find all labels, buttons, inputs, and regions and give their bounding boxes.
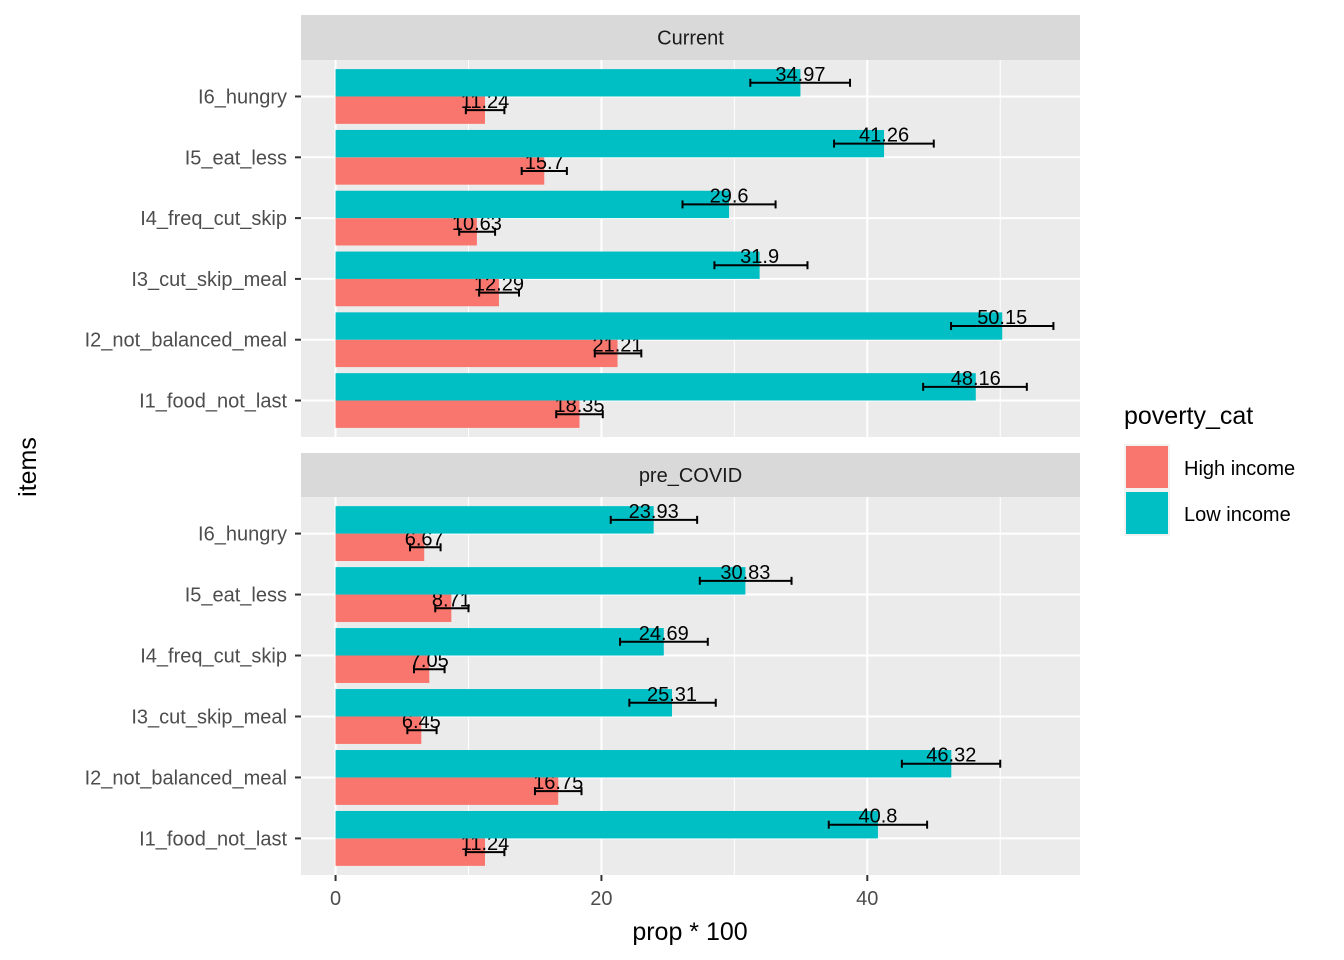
bar-high-income xyxy=(335,96,485,124)
bar-low-income xyxy=(335,567,746,595)
bar-low-income xyxy=(335,506,654,534)
y-axis-title: items xyxy=(14,437,42,497)
data-label: 25.31 xyxy=(647,684,697,706)
bar-low-income xyxy=(335,750,952,778)
bar-high-income xyxy=(335,838,485,866)
legend-label: High income xyxy=(1184,458,1295,480)
y-tick-label: I4_freq_cut_skip xyxy=(140,646,287,668)
y-tick-label: I6_hungry xyxy=(198,524,287,546)
data-label: 11.24 xyxy=(461,91,510,113)
data-label: 18.35 xyxy=(554,395,604,417)
bar-low-income xyxy=(335,689,673,717)
data-label: 41.26 xyxy=(859,125,909,147)
data-label: 21.21 xyxy=(592,334,642,356)
legend-swatch-high-income xyxy=(1126,446,1168,488)
y-tick-label: I3_cut_skip_meal xyxy=(131,706,287,728)
data-label: 7.05 xyxy=(410,650,449,672)
legend-title: poverty_cat xyxy=(1124,402,1253,430)
y-tick-label: I6_hungry xyxy=(198,86,287,108)
data-label: 34.97 xyxy=(775,64,825,86)
y-tick-label: I2_not_balanced_meal xyxy=(85,330,287,352)
data-label: 46.32 xyxy=(926,745,976,767)
bar-high-income xyxy=(335,594,452,622)
bar-low-income xyxy=(335,312,1003,340)
data-label: 11.24 xyxy=(461,833,510,855)
bar-low-income xyxy=(335,373,976,401)
x-tick-label: 20 xyxy=(590,888,612,910)
facet-strip-label: pre_COVID xyxy=(639,465,742,487)
facet-strip-label: Current xyxy=(657,28,724,50)
legend: poverty_cat High income Low income xyxy=(1124,402,1295,536)
data-label: 50.15 xyxy=(977,307,1027,329)
bar-low-income xyxy=(335,810,878,839)
bar-high-income xyxy=(335,400,580,428)
x-axis: 0 20 40 xyxy=(330,875,878,910)
data-label: 23.93 xyxy=(629,501,679,523)
data-label: 6.45 xyxy=(402,711,441,733)
y-tick-label: I3_cut_skip_meal xyxy=(131,269,287,291)
data-label: 31.9 xyxy=(740,246,779,268)
y-tick-label: I5_eat_less xyxy=(185,585,287,607)
facet-strip xyxy=(301,453,1080,497)
legend-swatch-low-income xyxy=(1126,492,1168,534)
data-label: 29.6 xyxy=(710,185,749,207)
legend-label: Low income xyxy=(1184,504,1291,526)
bar-low-income xyxy=(335,190,730,219)
bar-high-income xyxy=(335,339,618,368)
data-label: 16.75 xyxy=(533,772,583,794)
y-tick-label: I1_food_not_last xyxy=(139,391,287,413)
x-tick-label: 40 xyxy=(856,888,878,910)
panel-pre-covid: pre_COVID I6_hungry 6.67 23.93 I5_eat_less 8.… xyxy=(85,453,1080,875)
y-tick-label: I1_food_not_last xyxy=(139,828,287,850)
bar-high-income xyxy=(335,157,545,185)
bar-high-income xyxy=(335,278,499,307)
data-label: 10.63 xyxy=(452,213,502,235)
data-label: 48.16 xyxy=(951,368,1001,390)
data-label: 24.69 xyxy=(639,623,689,645)
x-tick-label: 0 xyxy=(330,888,341,910)
data-label: 12.29 xyxy=(474,274,524,296)
data-label: 15.7 xyxy=(525,152,564,174)
data-label: 8.71 xyxy=(432,589,471,611)
bar-low-income xyxy=(335,628,664,656)
data-label: 6.67 xyxy=(405,528,444,550)
data-label: 30.83 xyxy=(720,562,770,584)
panel-current: Current I6_hungry 11.24 34.97 I5_eat_less 15.… xyxy=(85,15,1080,437)
bar-low-income xyxy=(335,129,885,158)
x-axis-title: prop * 100 xyxy=(632,918,747,946)
y-tick-label: I4_freq_cut_skip xyxy=(140,208,287,230)
y-tick-label: I5_eat_less xyxy=(185,147,287,169)
data-label: 40.8 xyxy=(858,806,897,828)
bar-high-income xyxy=(335,777,559,805)
bar-low-income xyxy=(335,69,801,97)
facet-strip xyxy=(301,15,1080,60)
y-tick-label: I2_not_balanced_meal xyxy=(85,767,287,789)
bar-low-income xyxy=(335,251,760,279)
bar-high-income xyxy=(335,218,477,246)
